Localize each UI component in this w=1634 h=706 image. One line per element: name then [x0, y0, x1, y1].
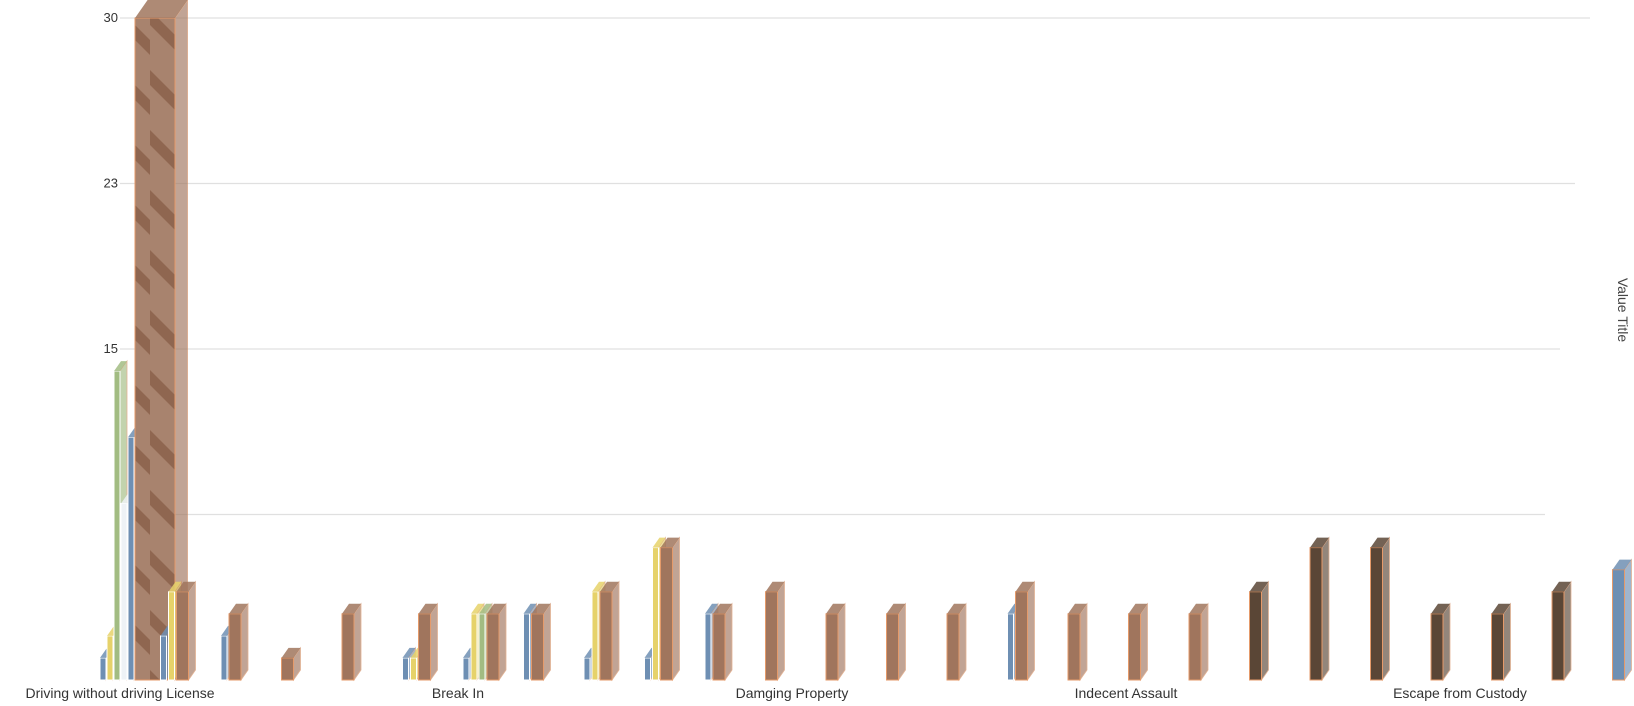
bar — [1370, 536, 1390, 682]
bar — [341, 602, 362, 682]
bar — [134, 0, 189, 682]
category-label: Break In — [432, 685, 484, 701]
category-label: Driving without driving License — [25, 685, 214, 701]
bar — [712, 602, 733, 682]
bar — [1309, 536, 1330, 682]
category-label: Damging Property — [736, 685, 849, 701]
category-labels: Driving without driving License Break In D… — [25, 685, 1526, 701]
bar — [1128, 602, 1148, 682]
bar — [418, 602, 438, 682]
category-label: Escape from Custody — [1393, 685, 1527, 701]
bar — [486, 602, 507, 682]
y-tick-labels: 15 23 30 — [104, 10, 118, 356]
bar — [1551, 580, 1572, 682]
bar — [1612, 558, 1632, 682]
bar — [825, 602, 846, 682]
y-tick-label: 30 — [104, 10, 118, 25]
bar — [176, 580, 196, 682]
bar — [1249, 580, 1269, 682]
bar — [660, 536, 680, 682]
bar — [1015, 580, 1035, 682]
bar — [228, 602, 249, 682]
bar — [281, 646, 301, 682]
bar — [531, 602, 551, 682]
category-label: Indecent Assault — [1075, 685, 1178, 701]
bar — [1188, 602, 1209, 682]
bar — [946, 602, 967, 682]
bar — [1067, 602, 1088, 682]
y-tick-label: 23 — [104, 176, 118, 191]
bar — [1491, 602, 1511, 682]
gridlines — [120, 17, 1590, 516]
bar — [765, 580, 785, 682]
bars — [99, 0, 1632, 682]
bar — [599, 580, 620, 682]
bar — [886, 602, 906, 682]
y-axis-title: Value Title — [1615, 278, 1631, 343]
y-tick-label: 15 — [104, 341, 118, 356]
bar — [1430, 602, 1451, 682]
